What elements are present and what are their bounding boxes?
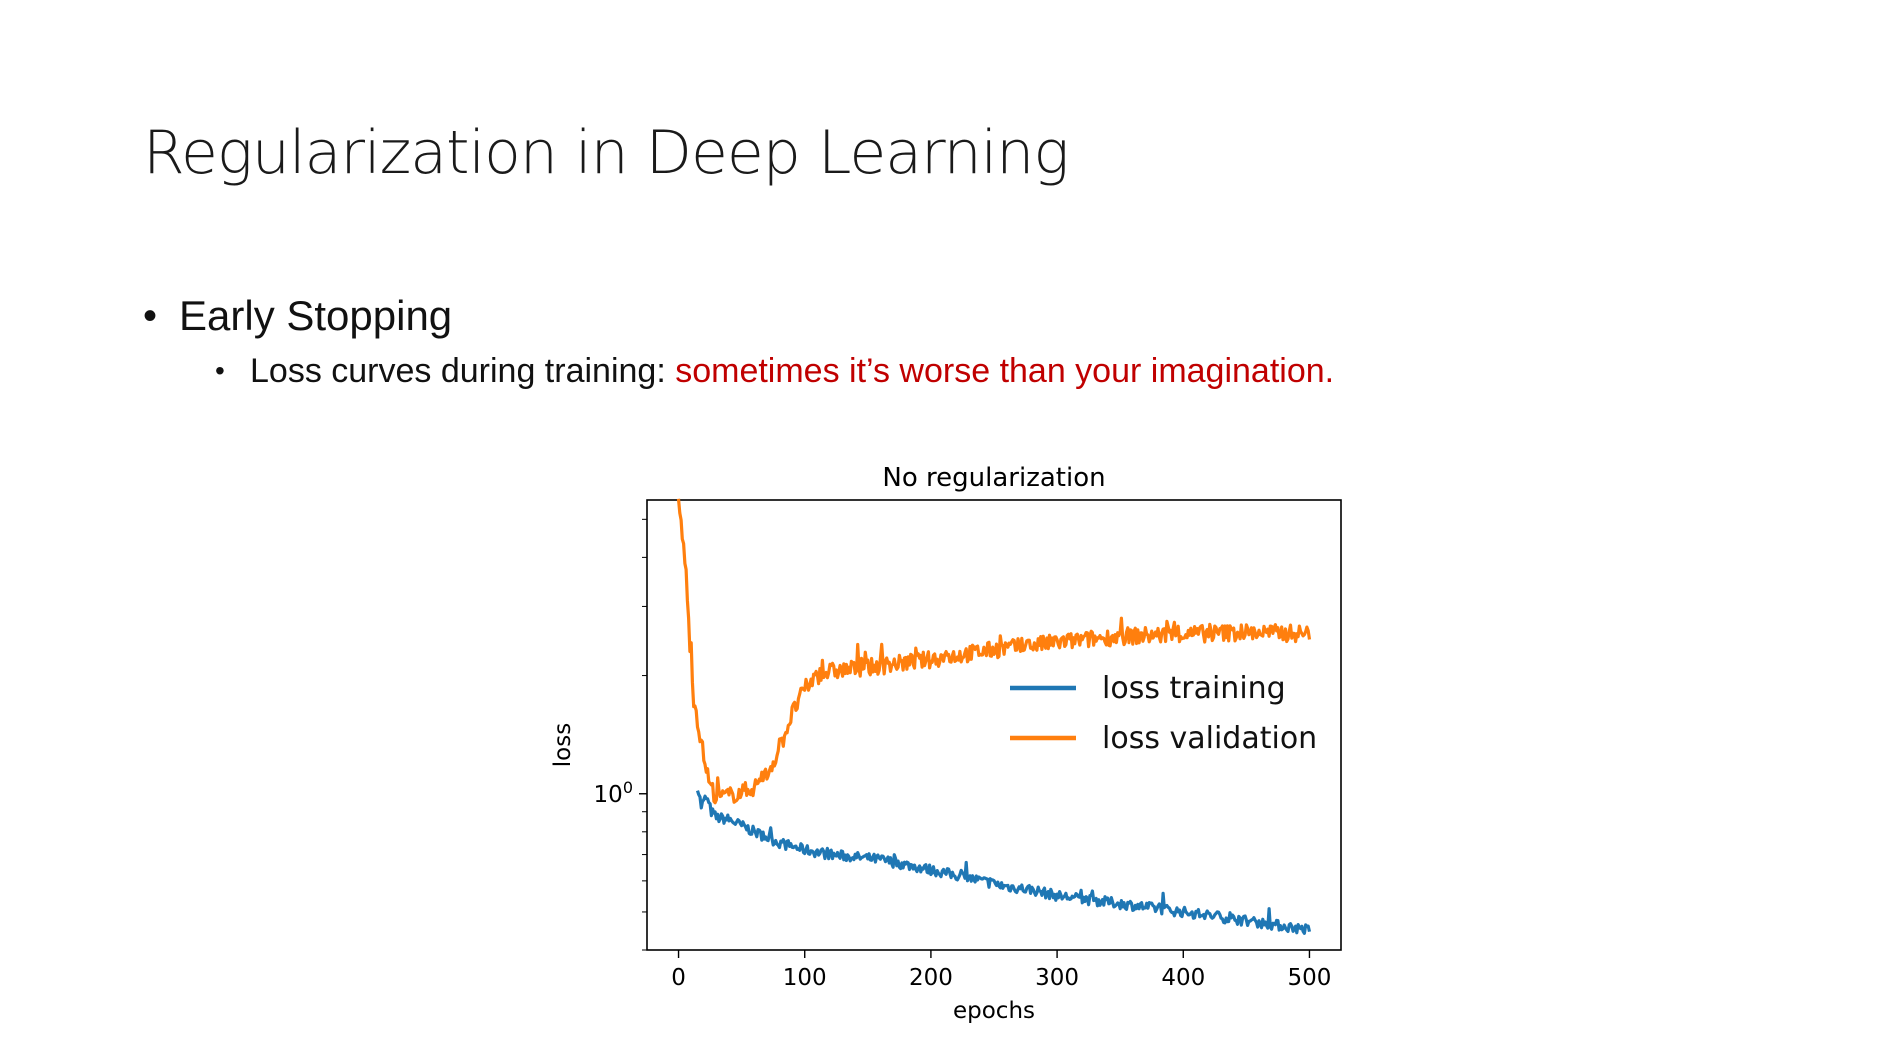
bullet-dot-icon: • — [143, 294, 158, 338]
series-line-validation — [676, 498, 1312, 805]
bullet-early-stopping: • Early Stopping — [143, 288, 1334, 344]
bullet-list: • Early Stopping • Loss curves during tr… — [143, 288, 1334, 396]
slide-title: Regularization in Deep Learning — [143, 118, 1069, 188]
legend-label-training: loss training — [1102, 671, 1286, 706]
y-tick-label: 100 — [594, 778, 633, 808]
x-tick-label: 500 — [1288, 965, 1332, 991]
x-tick-label: 0 — [671, 965, 686, 991]
bullet-loss-curves: • Loss curves during training: sometimes… — [215, 346, 1334, 396]
x-tick-label: 400 — [1161, 965, 1205, 991]
bullet-loss-curves-highlight: sometimes it’s worse than your imaginati… — [675, 352, 1335, 390]
legend-label-validation: loss validation — [1102, 721, 1317, 756]
y-axis-label: loss — [550, 723, 576, 767]
sub-bullet-dot-icon: • — [215, 355, 225, 386]
x-tick-label: 200 — [909, 965, 953, 991]
loss-chart: No regularization 0 100 200 300 400 500 100 epoc… — [550, 463, 1342, 1024]
x-tick-label: 300 — [1035, 965, 1079, 991]
x-axis-label: epochs — [953, 998, 1035, 1024]
x-tick-label: 100 — [783, 965, 827, 991]
plot-frame — [646, 499, 1342, 951]
series-line-training — [695, 790, 1312, 935]
bullet-loss-curves-prefix: Loss curves during training: — [250, 352, 676, 390]
chart-title: No regularization — [882, 463, 1105, 493]
bullet-early-stopping-text: Early Stopping — [179, 292, 453, 339]
